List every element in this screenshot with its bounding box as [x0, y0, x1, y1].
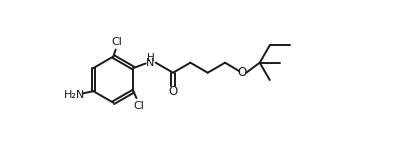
Text: N: N: [146, 58, 154, 68]
Text: H₂N: H₂N: [63, 90, 85, 100]
Text: Cl: Cl: [111, 37, 122, 47]
Text: O: O: [168, 85, 177, 98]
Text: O: O: [237, 66, 246, 79]
Text: H: H: [147, 53, 155, 63]
Text: Cl: Cl: [133, 101, 144, 111]
